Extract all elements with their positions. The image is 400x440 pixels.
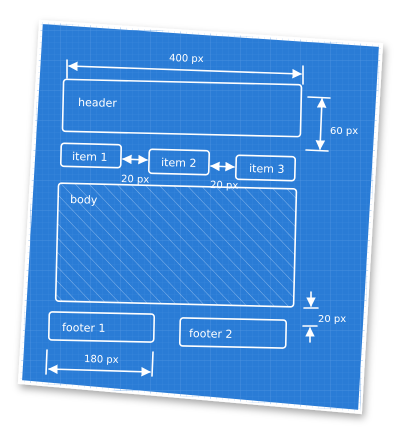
- dim-gap-body-footer: [302, 291, 319, 343]
- footer-2-label: footer 2: [189, 327, 233, 341]
- footer-1-box: [47, 311, 156, 343]
- dim-gap-items-1-label: 20 px: [121, 174, 150, 186]
- dim-width-total: [66, 59, 304, 85]
- item-2-label: item 2: [161, 156, 197, 170]
- item-3-box: [234, 154, 297, 182]
- dim-gap-items-1: [122, 154, 148, 165]
- dim-width-total-label: 400 px: [169, 53, 204, 65]
- dim-gap-body-footer-label: 20 px: [318, 314, 346, 325]
- item-2-box: [147, 148, 211, 176]
- header-box: [61, 78, 303, 138]
- dim-gap-items-2-label: 20 px: [210, 180, 239, 192]
- item-3-label: item 3: [249, 162, 285, 176]
- dim-gap-items-2: [210, 161, 235, 172]
- body-label: body: [70, 193, 98, 207]
- dim-footer-width: [45, 349, 154, 377]
- dim-header-height-label: 60 px: [330, 126, 358, 137]
- body-box: [54, 182, 298, 308]
- dim-footer-width-label: 180 px: [84, 354, 119, 366]
- header-label: header: [78, 96, 118, 110]
- dim-header-height: [305, 96, 331, 152]
- footer-1-label: footer 1: [62, 321, 106, 335]
- footer-2-box: [178, 317, 288, 349]
- item-1-label: item 1: [72, 150, 108, 164]
- item-1-box: [59, 142, 123, 169]
